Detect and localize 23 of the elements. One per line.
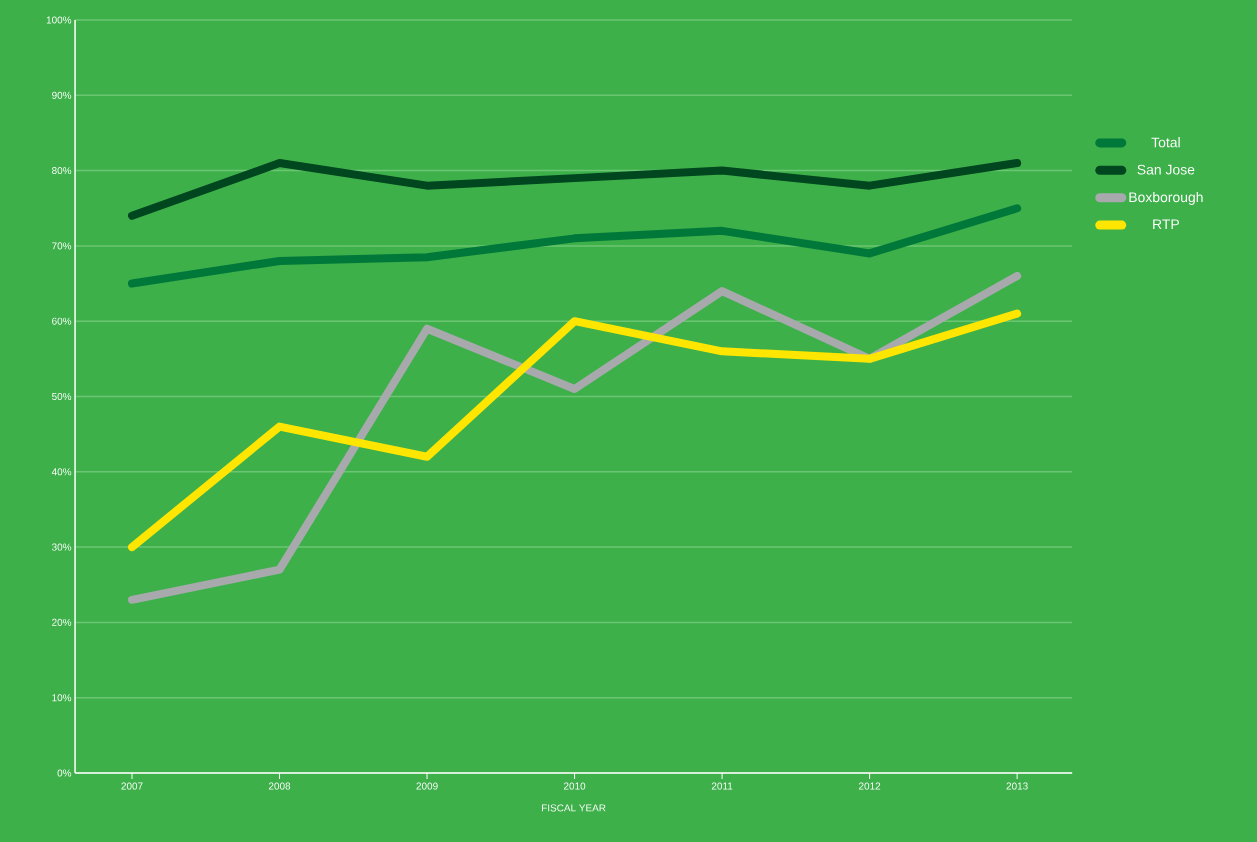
x-tick-label: 2007 (121, 782, 143, 790)
x-tick-label: 2008 (268, 782, 291, 790)
x-tick-label: 2012 (859, 782, 881, 790)
y-tick-label: 90% (52, 91, 72, 99)
y-tick-label: 60% (52, 317, 72, 325)
legend-label: RTP (1153, 219, 1179, 230)
y-tick-label: 70% (52, 242, 72, 250)
y-tick-label: 30% (51, 543, 72, 551)
x-axis-title: FISCAL YEAR (542, 804, 606, 812)
y-tick-label: 0% (57, 769, 72, 777)
y-tick-label: 20% (52, 618, 72, 626)
y-tick-label: 100% (46, 16, 72, 24)
y-tick-label: 80% (52, 167, 72, 175)
x-tick-label: 2009 (416, 782, 438, 790)
x-tick-label: 2011 (711, 782, 733, 790)
legend-label: Total (1151, 137, 1180, 148)
y-tick-label: 40% (51, 468, 72, 476)
legend-label: San Jose (1137, 164, 1195, 175)
y-tick-label: 50% (52, 392, 72, 401)
legend-label: Boxborough (1129, 191, 1203, 205)
y-tick-label: 10% (52, 694, 72, 702)
x-tick-label: 2010 (563, 782, 586, 790)
x-tick-label: 2013 (1006, 782, 1028, 790)
